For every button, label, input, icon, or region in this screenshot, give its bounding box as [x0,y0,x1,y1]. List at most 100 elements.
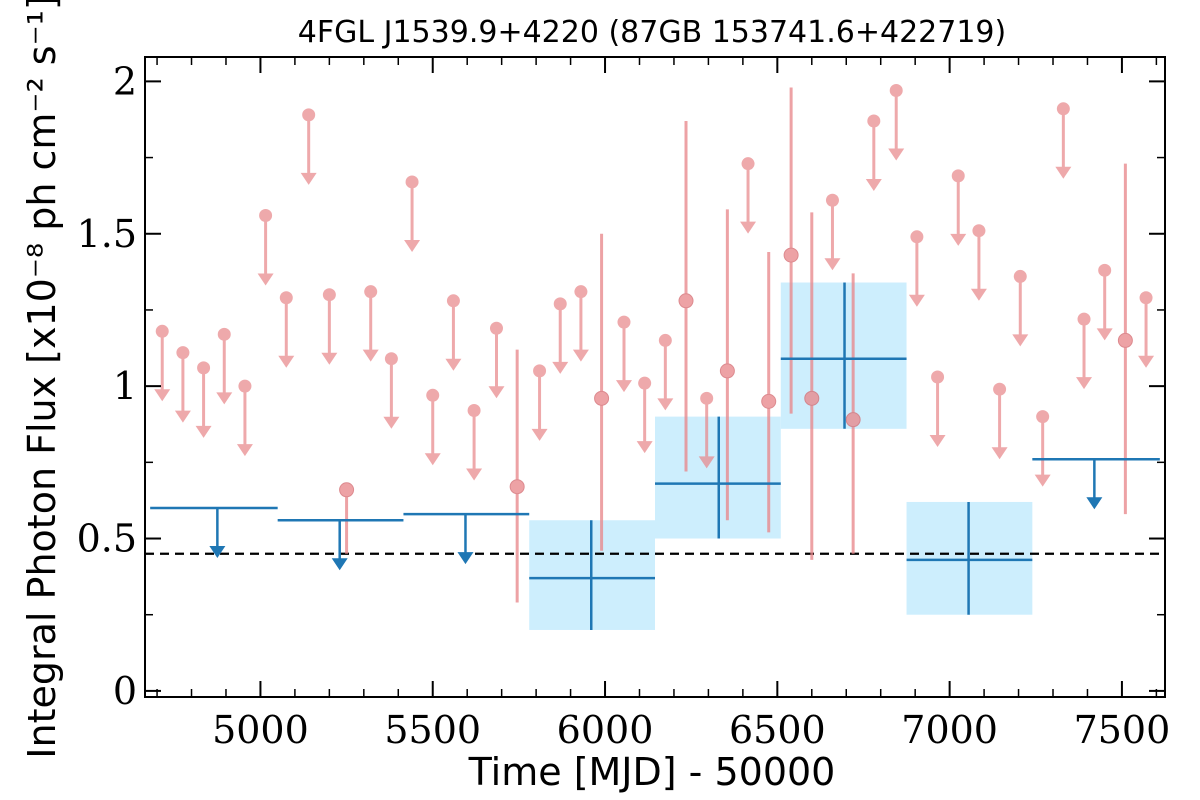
fine-detection-point [678,293,694,309]
fine-upper-limit-30 [970,224,987,301]
fine-upper-limit-32 [1012,269,1029,347]
fine-upper-limit-25 [865,114,882,191]
coarse-upper-limit-3 [1032,458,1160,510]
fine-upper-limit-arrow-head [552,361,569,374]
fine-upper-limit-arrow-head [888,148,905,161]
fine-upper-limit-arrow-head [1034,474,1051,487]
fine-upper-limit-point [867,114,881,128]
fine-upper-limit-point [825,193,839,207]
coarse-detection-0 [529,520,655,630]
fine-upper-limit-15 [488,321,505,399]
fine-upper-limit-point [155,324,169,338]
fine-upper-limit-1 [174,346,191,423]
fine-upper-limit-point [951,169,965,183]
fine-upper-limit-arrow-head [740,221,757,234]
coarse-upper-limit-arrow-head [457,552,474,565]
fine-upper-limit-point [238,379,252,393]
fine-upper-limit-arrow-head [657,398,674,411]
fine-upper-limit-13 [445,294,462,371]
fine-detection-7 [804,212,820,560]
fine-upper-limit-33 [1034,410,1051,487]
fine-upper-limit-point [1013,269,1027,283]
plot-area [145,84,1165,630]
fine-upper-limit-arrow-head [865,179,882,191]
fine-upper-limit-point [931,370,945,384]
x-tick-label: 7500 [1074,708,1171,752]
fine-upper-limit-arrow-head [615,380,632,393]
fine-detection-point [509,479,525,495]
fine-upper-limit-9 [362,285,379,362]
fine-detection-2 [594,233,610,551]
y-tick-label: 1.5 [77,212,137,256]
fine-upper-limit-arrow-head [908,294,925,307]
coarse-upper-limit-0 [150,506,278,559]
fine-upper-limit-point [574,285,588,299]
fine-upper-limit-arrow-head [236,444,253,457]
fine-upper-limit-28 [929,370,946,447]
fine-upper-limit-arrow-head [445,358,462,371]
fine-upper-limit-21 [657,333,674,411]
coarse-upper-limit-arrow-head [331,558,348,571]
fine-upper-limit-point [889,84,903,98]
x-tick-label: 5500 [384,708,481,752]
fine-upper-limit-point [217,327,231,341]
y-tick-label: 1 [113,364,137,408]
x-tick-label: 7000 [901,708,998,752]
fine-detection-point [804,390,820,406]
fine-upper-limit-arrow-head [929,435,946,447]
fine-upper-limit-point [197,361,211,375]
fine-upper-limit-34 [1055,102,1072,179]
coarse-upper-limit-arrow-head [1086,497,1103,510]
fine-upper-limit-0 [154,324,171,402]
fine-upper-limit-arrow-head [404,239,421,252]
fine-upper-limit-point [302,108,316,122]
fine-upper-limit-point [176,346,190,360]
fine-upper-limit-arrow-head [383,416,400,429]
fine-detection-5 [761,252,777,533]
fine-upper-limit-point [638,376,652,390]
fine-upper-limit-16 [531,364,548,441]
fine-upper-limit-29 [950,169,967,246]
fine-upper-limit-4 [236,379,253,457]
fine-upper-limit-5 [257,208,274,286]
fine-detection-point [783,247,799,263]
fine-upper-limit-27 [908,230,925,307]
fine-upper-limit-10 [383,352,400,429]
fine-upper-limit-18 [572,285,589,362]
fine-upper-limit-point [1056,102,1070,116]
y-tick-label: 2 [113,59,137,103]
fine-upper-limit-arrow-head [1076,377,1093,390]
fine-upper-limit-arrow-head [174,410,191,423]
fine-upper-limit-point [1077,312,1091,326]
fine-upper-limit-point [533,364,547,378]
fine-upper-limit-point [1036,410,1050,424]
fine-upper-limit-point [259,208,273,222]
coarse-upper-limit-1 [277,518,404,571]
fine-upper-limit-12 [424,388,441,466]
fine-upper-limit-point [972,224,986,238]
fine-detection-9 [1117,163,1133,515]
fine-upper-limit-point [658,333,672,347]
fine-upper-limit-arrow-head [1055,166,1072,179]
fine-upper-limit-arrow-head [216,392,233,405]
fine-upper-limit-arrow-head [950,233,967,246]
fine-detection-point [719,363,735,379]
fine-upper-limit-31 [991,382,1008,460]
fine-upper-limit-arrow-head [195,425,212,438]
chart-title: 4FGL J1539.9+4220 (87GB 153741.6+422719) [298,15,1006,50]
fine-upper-limit-arrow-head [572,349,589,362]
x-tick-label: 5000 [212,708,309,752]
fine-detection-point [761,393,777,409]
fine-upper-limit-point [993,382,1007,396]
fine-upper-limit-2 [195,361,212,438]
fine-upper-limit-arrow-head [636,441,653,454]
fine-upper-limit-point [489,321,503,335]
fine-upper-limit-point [1098,263,1112,277]
fine-upper-limit-14 [466,404,483,481]
fine-upper-limit-6 [278,291,295,368]
coarse-detection-1 [655,416,781,539]
y-tick-label: 0.5 [77,517,137,561]
fine-upper-limit-point [426,388,440,402]
fine-upper-limit-arrow-head [824,258,841,271]
fine-upper-limit-3 [216,327,233,405]
